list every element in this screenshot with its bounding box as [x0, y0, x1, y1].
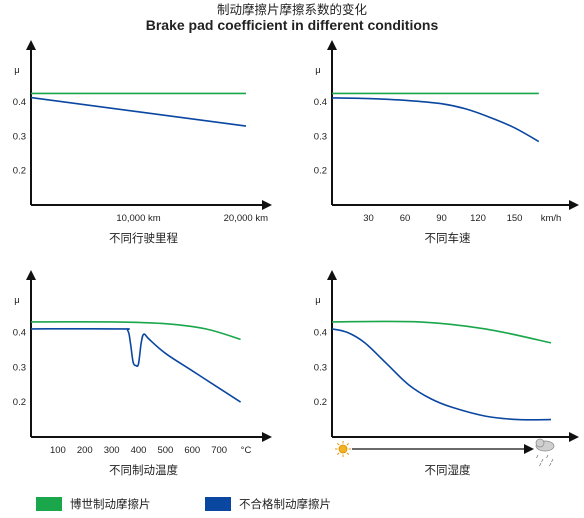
- panel-caption: 不同湿度: [425, 463, 471, 477]
- y-tick-label: 0.4: [314, 97, 327, 108]
- x-tick-label: 60: [400, 213, 411, 224]
- legend: 博世制动摩擦片 不合格制动摩擦片: [36, 497, 331, 511]
- y-tick-label: 0.4: [13, 97, 26, 108]
- chart-panel-4: μ 0.2 0.3 0.4 不同湿度: [314, 270, 579, 477]
- y-axis-label: μ: [315, 65, 320, 76]
- chart-title: 制动摩擦片摩擦系数的变化: [217, 2, 368, 17]
- rain-drop: [546, 454, 549, 459]
- chart-panel-1: μ 0.2 0.3 0.4 10,000 km 20,000 km 不同行驶里程: [13, 40, 272, 245]
- legend-label-other: 不合格制动摩擦片: [239, 497, 331, 511]
- series-line-other: [331, 97, 540, 143]
- x-tick-label: 300: [104, 445, 120, 456]
- y-axis-label: μ: [14, 295, 19, 306]
- x-tick-label: 400: [131, 445, 147, 456]
- y-tick-label: 0.2: [314, 166, 327, 177]
- legend-item-other: 不合格制动摩擦片: [205, 497, 331, 511]
- rain-drop: [551, 458, 554, 463]
- y-axis-label: μ: [315, 295, 320, 306]
- x-tick-label: 100: [50, 445, 66, 456]
- sun-ray: [336, 442, 340, 446]
- legend-swatch-bosch: [36, 497, 62, 511]
- y-tick-label: 0.3: [314, 131, 327, 142]
- x-tick-label: 20,000 km: [224, 213, 268, 224]
- y-tick-label: 0.3: [13, 131, 26, 142]
- series-line-other: [30, 96, 247, 127]
- chart-subtitle: Brake pad coefficient in different condi…: [146, 17, 439, 33]
- series-line-bosch: [30, 321, 241, 341]
- x-tick-label: km/h: [541, 213, 562, 224]
- x-tick-label: °C: [241, 445, 252, 456]
- x-tick-label: 90: [436, 213, 447, 224]
- x-tick-label: 600: [184, 445, 200, 456]
- rain-drop: [541, 458, 544, 463]
- y-tick-label: 0.2: [314, 397, 327, 408]
- rain-drop: [539, 462, 542, 467]
- rain-cloud-icon: [535, 438, 555, 467]
- sun-core: [338, 444, 348, 454]
- x-tick-label: 700: [211, 445, 227, 456]
- rain-drop: [536, 454, 539, 459]
- sun-ray: [336, 452, 340, 456]
- x-tick-label: 10,000 km: [116, 213, 160, 224]
- x-tick-label: 150: [507, 213, 523, 224]
- cloud-bump: [535, 438, 545, 448]
- series-line-other: [331, 328, 552, 421]
- panel-caption: 不同车速: [425, 231, 471, 245]
- rain-drop: [549, 462, 552, 467]
- chart-panel-2: μ 0.2 0.3 0.4 30 60 90 120 150 km/h 不同车速: [314, 40, 579, 245]
- y-axis-label: μ: [14, 65, 19, 76]
- y-tick-label: 0.2: [13, 397, 26, 408]
- x-tick-label: 200: [77, 445, 93, 456]
- legend-item-bosch: 博世制动摩擦片: [36, 497, 151, 511]
- y-tick-label: 0.4: [314, 327, 327, 338]
- panel-caption: 不同行驶里程: [109, 231, 178, 245]
- chart-panel-3: μ 0.2 0.3 0.4 100 200 300 400 500 600 700 °C 不同制动温度: [13, 270, 272, 477]
- legend-label-bosch: 博世制动摩擦片: [70, 497, 151, 511]
- sun-ray: [346, 452, 350, 456]
- y-tick-label: 0.2: [13, 166, 26, 177]
- panel-caption: 不同制动温度: [109, 463, 178, 477]
- y-tick-label: 0.3: [314, 362, 327, 373]
- y-tick-label: 0.3: [13, 362, 26, 373]
- x-tick-label: 120: [470, 213, 486, 224]
- series-line-other: [30, 327, 242, 403]
- x-tick-label: 500: [157, 445, 173, 456]
- legend-swatch-other: [205, 497, 231, 511]
- sun-icon: [335, 441, 351, 457]
- chart-panels: μ 0.2 0.3 0.4 10,000 km 20,000 km 不同行驶里程 μ 0.2 0.…: [13, 40, 579, 477]
- x-tick-label: 30: [363, 213, 374, 224]
- sun-ray: [346, 442, 350, 446]
- y-tick-label: 0.4: [13, 327, 26, 338]
- series-line-bosch: [331, 320, 552, 344]
